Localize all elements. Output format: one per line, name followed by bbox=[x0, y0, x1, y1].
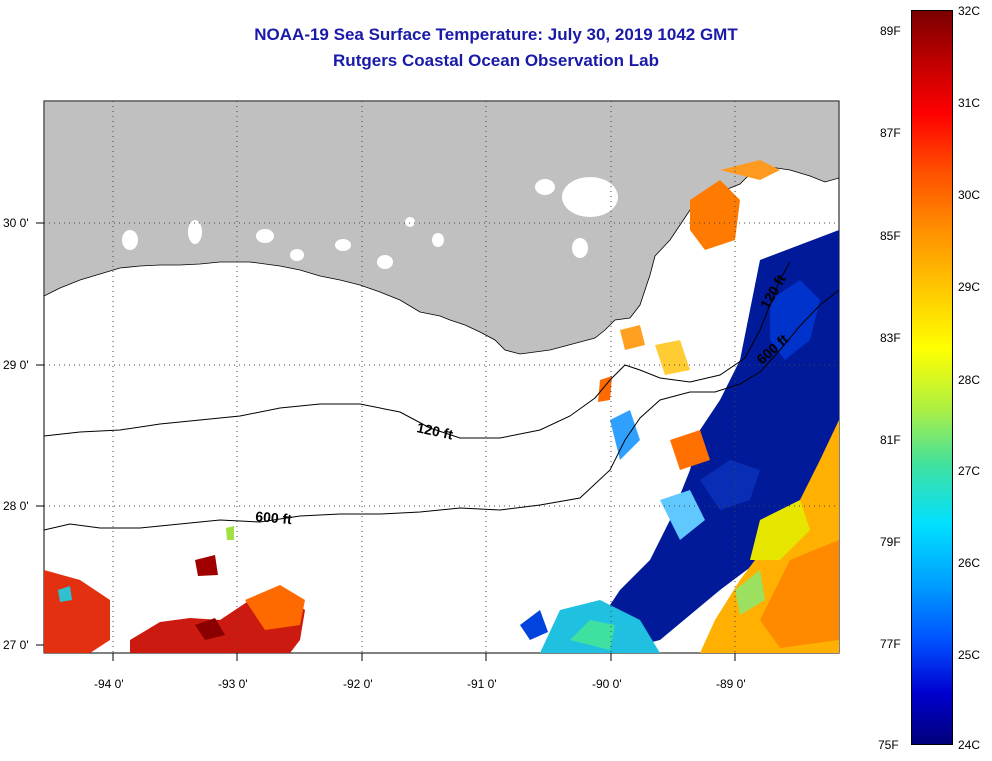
temperature-colorbar bbox=[911, 10, 953, 745]
lat-label-29: 29 0' bbox=[3, 358, 29, 372]
lon-label-91: -91 0' bbox=[467, 677, 497, 691]
sst-delta-patches bbox=[598, 160, 780, 540]
colorbar-f-75: 75F bbox=[878, 738, 899, 752]
colorbar-f-85: 85F bbox=[880, 229, 901, 243]
colorbar-f-77: 77F bbox=[880, 637, 901, 651]
sst-southwest-warm bbox=[44, 526, 305, 653]
colorbar-f-87: 87F bbox=[880, 126, 901, 140]
contour-120ft bbox=[43, 261, 791, 439]
colorbar-c-24: 24C bbox=[958, 738, 981, 752]
colorbar-c-27: 27C bbox=[958, 464, 981, 478]
colorbar-c-29: 29C bbox=[958, 280, 981, 294]
sst-east-warm-area bbox=[700, 420, 839, 653]
colorbar-f-81: 81F bbox=[880, 433, 901, 447]
lon-label-94: -94 0' bbox=[94, 677, 124, 691]
title-line-1: NOAA-19 Sea Surface Temperature: July 30… bbox=[254, 25, 738, 44]
lon-label-93: -93 0' bbox=[218, 677, 248, 691]
colorbar-c-31: 31C bbox=[958, 96, 981, 110]
lon-label-90: -90 0' bbox=[592, 677, 622, 691]
map-title: NOAA-19 Sea Surface Temperature: July 30… bbox=[0, 22, 992, 74]
contour-600ft bbox=[43, 289, 840, 531]
lat-lon-grid bbox=[44, 101, 839, 653]
lon-label-92: -92 0' bbox=[343, 677, 373, 691]
axis-ticks bbox=[36, 222, 736, 661]
colorbar-f-83: 83F bbox=[880, 331, 901, 345]
sst-east-cold-band bbox=[600, 230, 839, 650]
lat-label-28: 28 0' bbox=[3, 499, 29, 513]
colorbar-c-26: 26C bbox=[958, 556, 981, 570]
contour-label-600-west: 600 ft bbox=[255, 508, 293, 527]
lat-label-30: 30 0' bbox=[3, 216, 29, 230]
colorbar-c-28: 28C bbox=[958, 373, 981, 387]
contour-label-120-west: 120 ft bbox=[415, 419, 454, 442]
colorbar-c-32: 32C bbox=[958, 4, 981, 18]
sst-southeast-shelf bbox=[520, 600, 660, 653]
colorbar-c-30: 30C bbox=[958, 188, 981, 202]
land-lakes bbox=[122, 177, 618, 269]
colorbar-f-89: 89F bbox=[880, 24, 901, 38]
lon-label-89: -89 0' bbox=[716, 677, 746, 691]
colorbar-c-25: 25C bbox=[958, 648, 981, 662]
title-line-2: Rutgers Coastal Ocean Observation Lab bbox=[333, 51, 659, 70]
colorbar-f-79: 79F bbox=[880, 535, 901, 549]
land-mass bbox=[43, 100, 840, 355]
lat-label-27: 27 0' bbox=[3, 638, 29, 652]
